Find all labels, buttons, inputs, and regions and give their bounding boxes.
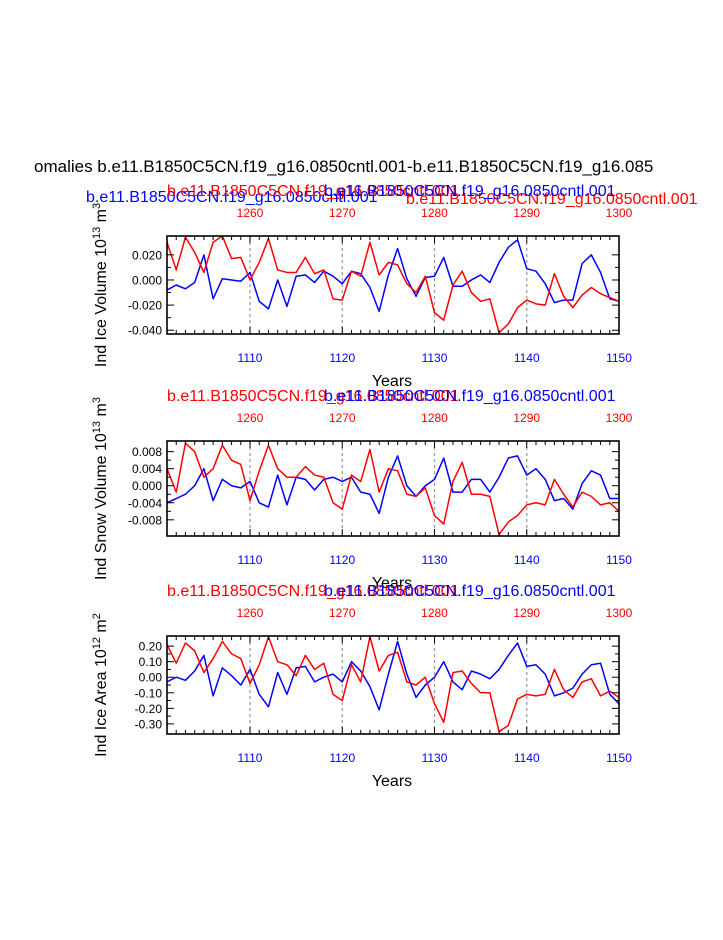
y-tick-label: -0.008 [128, 513, 162, 527]
x-tick-label-bottom: 1150 [606, 351, 632, 365]
x-tick-label-top: 1290 [513, 206, 540, 220]
y-axis-label: Ind Ice Volume 1013 m3 [91, 203, 110, 367]
plot-frame [166, 440, 620, 537]
x-tick-label-top: 1300 [606, 206, 633, 220]
x-tick-label-top: 1270 [329, 411, 356, 425]
x-tick-label-bottom: 1110 [238, 751, 263, 765]
y-axis-label-superscript: 13 [91, 227, 103, 239]
chart-panel-2: 1110 1120 1130 1140 1150 1260 1270 1280 1290 1300… [91, 388, 633, 592]
y-tick-label: 0.000 [132, 273, 162, 287]
y-axis-label-superscript: 3 [91, 397, 103, 403]
x-tick-label-top: 1270 [329, 606, 356, 620]
y-axis-label-text: Ind Snow Volume 10 [93, 433, 110, 580]
x-tick-label-bottom: 1140 [514, 351, 540, 365]
series-line-red [166, 235, 620, 334]
x-tick-label-bottom: 1120 [329, 751, 355, 765]
x-tick-label-top: 1280 [421, 411, 448, 425]
x-tick-label-bottom: 1130 [422, 553, 448, 567]
panel-title-red: b.e11.B1850C5CN.f19_g16.0850cntl.001 [167, 183, 459, 200]
chart-panel-1: 1110 1120 1130 1140 1150 1260 1270 1280 1290 1300… [91, 183, 633, 390]
y-axis-label-text: m [93, 619, 110, 637]
panel-title-red: b.e11.B1850C5CN.f19_g16.0850cntl.001 [167, 388, 459, 405]
y-tick-label: -0.20 [135, 702, 163, 716]
x-tick-label-top: 1260 [237, 206, 264, 220]
y-tick-label: 0.020 [132, 248, 162, 262]
x-tick-label-top: 1280 [421, 606, 448, 620]
red-main-title: b.e11.B1850C5CN.f19_g16.0850cntl.001 [406, 191, 698, 208]
y-tick-label: -0.10 [135, 686, 163, 700]
x-tick-label-bottom: 1120 [329, 553, 355, 567]
y-tick-label: -0.004 [128, 496, 162, 510]
main-title: omalies b.e11.B1850C5CN.f19_g16.0850cntl… [34, 157, 653, 176]
y-tick-label: -0.30 [135, 717, 163, 731]
x-tick-label-bottom: 1110 [238, 553, 263, 567]
x-tick-label-top: 1290 [513, 606, 540, 620]
series-line-blue [166, 239, 620, 313]
y-axis-label: Ind Ice Area 1012 m2 [91, 613, 110, 757]
panel-title-red: b.e11.B1850C5CN.f19_g16.0850cntl.001 [167, 583, 459, 600]
series-line-blue [166, 455, 619, 515]
x-axis-label: Years [372, 373, 412, 390]
x-axis-label: Years [372, 773, 412, 790]
y-axis-label-superscript: 3 [91, 203, 103, 209]
panel-title-blue: b.e11.B1850C5CN.f19_g16.0850cntl.001 [324, 183, 616, 200]
x-tick-label-top: 1300 [606, 411, 633, 425]
plot-frame [166, 235, 620, 335]
x-axis-label: Years [372, 575, 412, 592]
y-axis-label-text: Ind Ice Area 10 [93, 649, 110, 757]
x-tick-label-top: 1260 [237, 606, 264, 620]
panel-title-blue: b.e11.B1850C5CN.f19_g16.0850cntl.001 [324, 388, 616, 405]
y-axis-label-superscript: 13 [91, 421, 103, 433]
y-tick-label: 0.004 [132, 462, 162, 476]
blue-main-title: b.e11.B1850C5CN.f19_g16.0850cntl.001 [86, 189, 378, 206]
y-axis-label-superscript: 2 [91, 613, 103, 619]
series-line-blue [166, 640, 620, 711]
series-line-red [166, 442, 620, 536]
x-tick-label-bottom: 1130 [422, 751, 448, 765]
x-tick-label-top: 1300 [606, 606, 633, 620]
chart-panel-3: 1110 1120 1130 1140 1150 1260 1270 1280 1290 1300… [91, 583, 633, 790]
panel-title-blue: b.e11.B1850C5CN.f19_g16.0850cntl.001 [324, 583, 616, 600]
y-axis-label-text: m [93, 403, 110, 421]
y-tick-label: 0.00 [139, 671, 163, 685]
y-axis-label-superscript: 12 [91, 637, 103, 649]
x-tick-label-bottom: 1150 [606, 751, 632, 765]
x-tick-label-bottom: 1120 [329, 351, 355, 365]
x-tick-label-top: 1290 [513, 411, 540, 425]
y-tick-label: 0.008 [132, 445, 162, 459]
y-axis-label-text: m [93, 209, 110, 227]
x-tick-label-bottom: 1130 [422, 351, 448, 365]
panels: 1110 1120 1130 1140 1150 1260 1270 1280 1290 1300… [91, 183, 633, 790]
x-tick-label-bottom: 1140 [514, 751, 540, 765]
x-tick-label-top: 1270 [329, 206, 356, 220]
y-tick-label: 0.20 [139, 640, 163, 654]
x-tick-label-top: 1280 [421, 206, 448, 220]
x-tick-label-bottom: 1110 [238, 351, 263, 365]
series-line-red [166, 636, 620, 733]
y-tick-label: 0.000 [132, 479, 162, 493]
x-tick-label-bottom: 1150 [606, 553, 632, 567]
y-tick-label: -0.020 [128, 299, 162, 313]
y-tick-label: -0.040 [128, 324, 162, 338]
x-tick-label-top: 1260 [237, 411, 264, 425]
y-axis-label: Ind Snow Volume 1013 m3 [91, 397, 110, 580]
y-tick-label: 0.10 [139, 655, 163, 669]
y-axis-label-text: Ind Ice Volume 10 [93, 239, 110, 367]
x-tick-label-bottom: 1140 [514, 553, 540, 567]
